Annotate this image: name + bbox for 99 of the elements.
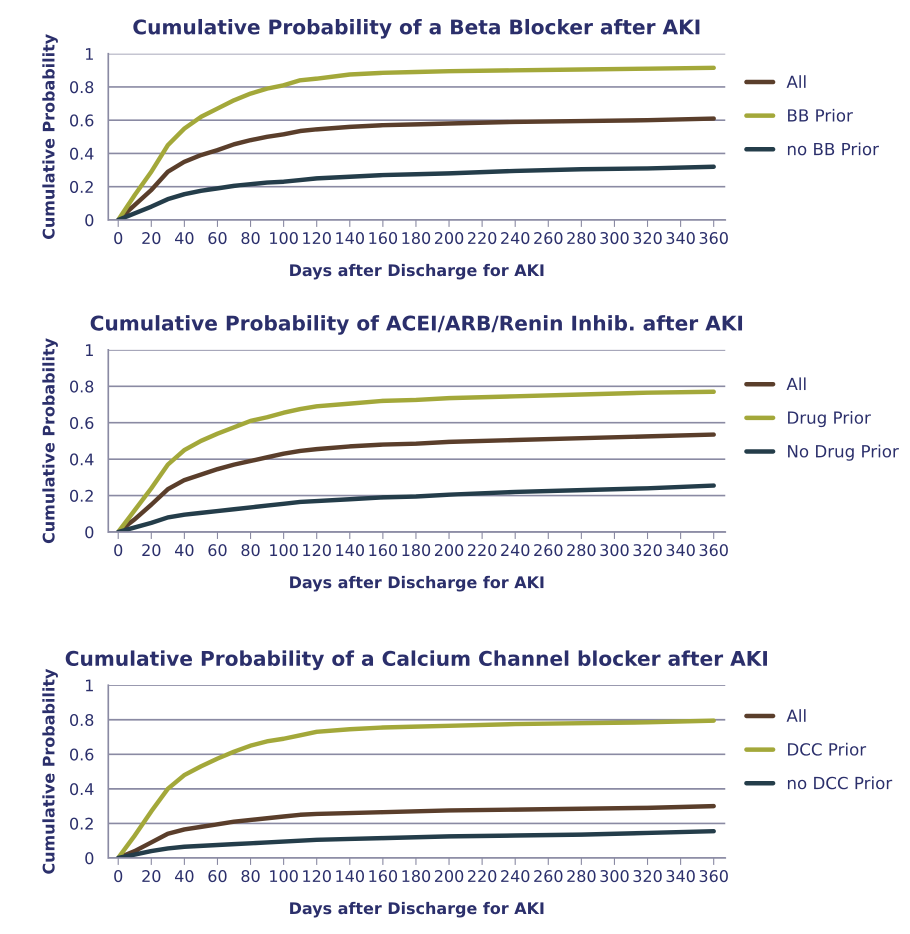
x-tick-label: 100	[270, 544, 298, 556]
x-tick-label: 200	[434, 544, 464, 556]
y-axis-title: Cumulative Probability	[42, 668, 58, 874]
x-tick-label: 240	[501, 544, 530, 556]
x-tick-label: 200	[434, 232, 464, 244]
x-tick-label: 160	[369, 232, 398, 244]
y-tick-label: 1	[86, 680, 93, 692]
chart-title: Cumulative Probability of a Calcium Channel blocker after AKI	[66, 650, 767, 670]
x-tick-label: 80	[241, 544, 260, 556]
x-tick-label: 180	[402, 544, 430, 556]
x-tick-label: 280	[567, 870, 596, 882]
x-tick-label: 140	[336, 544, 364, 556]
x-tick-label: 20	[142, 870, 160, 882]
x-tick-label: 360	[700, 544, 728, 556]
x-tick-label: 80	[241, 232, 260, 244]
y-tick-label: 0.6	[70, 748, 94, 761]
chart-title: Cumulative Probability of ACEI/ARB/Renin Inhib. after AKI	[90, 315, 742, 335]
x-tick-label: 80	[241, 870, 260, 882]
x-tick-label: 260	[534, 232, 562, 244]
y-tick-label: 0.4	[70, 453, 94, 466]
chart-title: Cumulative Probability of a Beta Blocker after AKI	[133, 18, 700, 39]
y-tick-label: 0	[85, 852, 94, 864]
line-series	[116, 828, 716, 858]
line-series	[116, 390, 716, 532]
x-tick-label: 360	[700, 232, 728, 244]
x-tick-label: 320	[634, 870, 662, 882]
x-tick-label: 0	[114, 870, 122, 882]
y-tick-label: 1	[86, 344, 93, 356]
y-tick-label: 0.4	[70, 148, 94, 160]
x-tick-label: 160	[369, 544, 398, 556]
legend-label: All	[786, 709, 806, 722]
x-tick-label: 220	[468, 232, 496, 244]
x-tick-label: 240	[501, 232, 530, 244]
x-tick-label: 200	[434, 870, 464, 882]
legend-label: All	[786, 377, 806, 390]
x-tick-label: 0	[114, 232, 122, 244]
line-series	[116, 164, 716, 220]
y-tick-label: 0.6	[70, 114, 94, 126]
x-tick-label: 340	[666, 870, 695, 882]
legend-label: no DCC Prior	[788, 776, 892, 790]
x-tick-label: 20	[142, 544, 160, 556]
y-tick-label: 0	[85, 526, 94, 538]
x-tick-label: 160	[369, 870, 398, 882]
x-tick-label: 60	[208, 544, 227, 556]
x-tick-label: 220	[468, 544, 496, 556]
y-tick-label: 0.2	[70, 180, 93, 193]
y-axis-title: Cumulative Probability	[42, 34, 58, 240]
x-tick-label: 240	[501, 870, 530, 882]
x-tick-label: 300	[600, 232, 629, 244]
legend-label: All	[786, 75, 806, 88]
x-tick-label: 60	[208, 870, 227, 882]
y-tick-label: 0.2	[70, 818, 93, 830]
x-axis-title: Days after Discharge for AKI	[290, 902, 544, 918]
y-axis-title: Cumulative Probability	[42, 338, 58, 544]
legend-label: No Drug Prior	[788, 444, 899, 461]
x-tick-label: 180	[402, 870, 430, 882]
x-tick-label: 320	[634, 232, 662, 244]
x-tick-label: 20	[142, 232, 160, 244]
x-axis-title: Days after Discharge for AKI	[290, 264, 544, 280]
x-tick-label: 260	[534, 870, 562, 882]
x-tick-label: 300	[600, 870, 629, 882]
x-tick-label: 300	[600, 544, 629, 556]
x-tick-label: 260	[534, 544, 562, 556]
legend-label: no BB Prior	[788, 142, 879, 156]
x-tick-label: 220	[468, 870, 496, 882]
x-tick-label: 140	[336, 870, 364, 882]
x-tick-label: 340	[666, 232, 695, 244]
line-series	[116, 66, 716, 220]
y-tick-label: 0.6	[70, 416, 94, 430]
x-tick-label: 120	[303, 870, 331, 882]
x-tick-label: 280	[567, 544, 596, 556]
y-tick-label: 0.4	[70, 783, 94, 796]
x-tick-label: 180	[402, 232, 430, 244]
x-tick-label: 0	[114, 544, 122, 556]
y-tick-label: 0	[85, 214, 94, 226]
legend-label: DCC Prior	[788, 742, 866, 756]
y-tick-label: 0.8	[70, 714, 94, 726]
x-tick-label: 60	[208, 232, 227, 244]
x-tick-label: 120	[303, 544, 331, 556]
x-tick-label: 40	[174, 232, 194, 244]
x-tick-label: 120	[303, 232, 331, 244]
y-tick-label: 1	[86, 48, 93, 60]
x-tick-label: 100	[270, 870, 298, 882]
x-tick-label: 40	[174, 544, 194, 556]
x-tick-label: 280	[567, 232, 596, 244]
x-tick-label: 340	[666, 544, 695, 556]
y-tick-label: 0.8	[70, 380, 94, 393]
y-tick-label: 0.2	[70, 490, 93, 502]
x-tick-label: 140	[336, 232, 364, 244]
x-axis-title: Days after Discharge for AKI	[290, 576, 544, 592]
legend-label: BB Prior	[788, 108, 853, 122]
x-tick-label: 360	[700, 870, 728, 882]
line-series	[116, 483, 716, 532]
line-series	[116, 718, 716, 858]
x-tick-label: 100	[270, 232, 298, 244]
x-tick-label: 40	[174, 870, 194, 882]
y-tick-label: 0.8	[70, 81, 94, 94]
x-tick-label: 320	[634, 544, 662, 556]
legend-label: Drug Prior	[788, 411, 871, 428]
